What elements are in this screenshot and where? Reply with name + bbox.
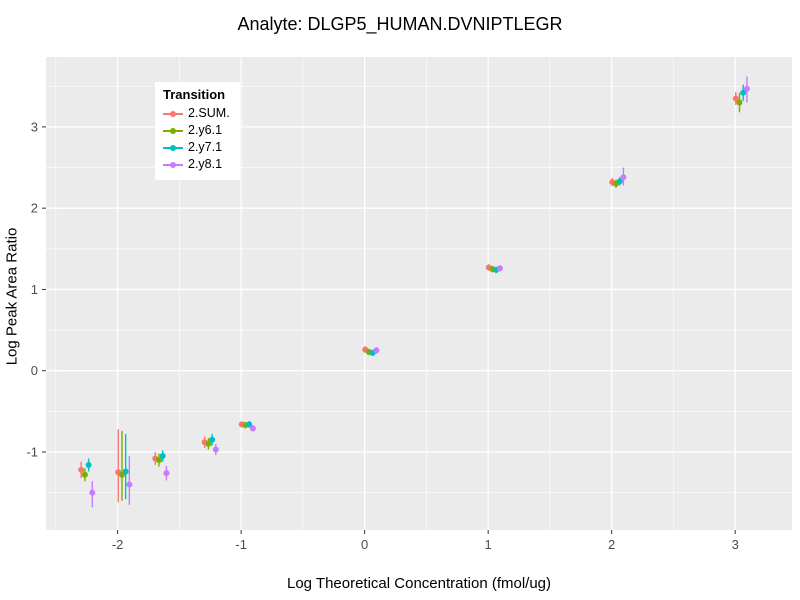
legend-key-icon xyxy=(163,141,183,155)
series-2.SUM. xyxy=(78,91,739,503)
data-point xyxy=(743,85,750,92)
x-axis-label: Log Theoretical Concentration (fmol/ug) xyxy=(286,575,552,592)
x-tick-label: 3 xyxy=(732,537,739,552)
legend-key-icon xyxy=(163,158,183,172)
x-tick-label: -2 xyxy=(112,537,124,552)
data-point xyxy=(163,470,170,477)
data-point xyxy=(736,99,743,106)
data-point xyxy=(616,178,623,185)
data-point xyxy=(81,471,88,478)
legend-item: 2.y7.1 xyxy=(163,139,230,156)
legend: Transition 2.SUM. 2.y6.1 2.y7.1 2.y8.1 xyxy=(155,82,240,180)
legend-item-label: 2.y8.1 xyxy=(188,157,223,171)
data-point xyxy=(249,425,256,432)
data-point xyxy=(156,457,163,464)
legend-item-label: 2.SUM. xyxy=(188,106,230,120)
y-tick-label: 2 xyxy=(31,201,38,216)
data-point xyxy=(212,446,219,453)
data-point xyxy=(373,347,380,354)
legend-key-icon xyxy=(163,107,183,121)
data-point xyxy=(85,461,92,468)
data-point xyxy=(740,89,747,96)
data-point xyxy=(159,453,166,460)
legend-item: 2.SUM. xyxy=(163,105,230,122)
series-2.y6.1 xyxy=(81,92,743,501)
y-tick-label: 1 xyxy=(31,282,38,297)
legend-item: 2.y8.1 xyxy=(163,156,230,173)
series-2.y7.1 xyxy=(85,84,747,500)
legend-item: 2.y6.1 xyxy=(163,122,230,139)
y-tick-label: -1 xyxy=(26,444,38,459)
x-tick-label: 1 xyxy=(485,537,492,552)
data-point xyxy=(205,440,212,447)
data-point xyxy=(126,481,133,488)
legend-item-label: 2.y7.1 xyxy=(188,140,223,154)
data-point xyxy=(89,489,96,496)
series-2.y8.1 xyxy=(89,76,750,508)
legend-key-icon xyxy=(163,124,183,138)
x-tick-label: 2 xyxy=(608,537,615,552)
chart-title: Analyte: DLGP5_HUMAN.DVNIPTLEGR xyxy=(237,14,563,34)
data-point xyxy=(122,468,129,475)
x-tick-label: -1 xyxy=(235,537,247,552)
data-point xyxy=(246,421,253,428)
legend-title: Transition xyxy=(163,87,226,102)
legend-item-label: 2.y6.1 xyxy=(188,123,223,137)
data-point xyxy=(620,174,627,181)
data-point xyxy=(209,436,216,443)
y-tick-label: 0 xyxy=(31,363,38,378)
data-point xyxy=(78,466,85,473)
axis-ticks: -2 -1 0 1 2 3 -1 0 1 2 3 xyxy=(26,119,738,552)
data-point xyxy=(732,95,739,102)
x-tick-label: 0 xyxy=(361,537,368,552)
data-point xyxy=(496,265,503,272)
y-tick-label: 3 xyxy=(31,119,38,134)
